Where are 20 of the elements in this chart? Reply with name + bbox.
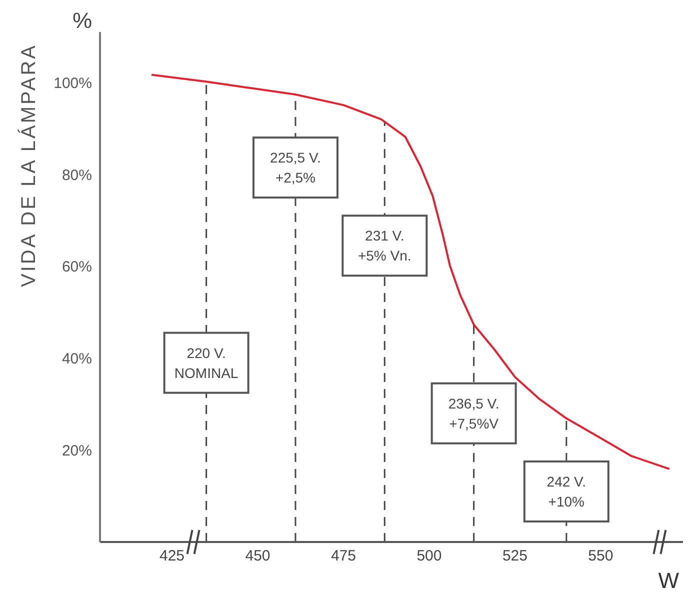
y-tick-label: 80% <box>62 166 92 184</box>
x-tick-label: 425 <box>160 548 185 565</box>
line-series <box>150 74 670 470</box>
y-axis-title: VIDA DE LA LÁMPARA <box>17 44 40 287</box>
x-tick-label: 450 <box>245 548 270 565</box>
text: % <box>72 8 92 33</box>
y-tick-label: 60% <box>62 258 92 276</box>
x-tick-label: 475 <box>330 548 356 565</box>
annotation: 236,5 V. +7,5%V <box>448 395 500 432</box>
x-axis-title: W <box>658 568 680 593</box>
x-tick-label: 500 <box>416 548 442 565</box>
y-tick-label: 100% <box>54 74 92 92</box>
x-tick-label: 525 <box>502 548 528 565</box>
y-tick-label: 40% <box>62 350 92 368</box>
annotation: 220 V. NOMINAL <box>174 344 238 381</box>
annotation: 242 V. +10% <box>546 473 586 510</box>
annotation: 225,5 V. +2,5% <box>270 150 321 186</box>
x-tick-label: 550 <box>588 548 614 565</box>
y-tick-label: 20% <box>62 442 92 460</box>
annotation: 231 V. +5% Vn. <box>358 228 412 264</box>
